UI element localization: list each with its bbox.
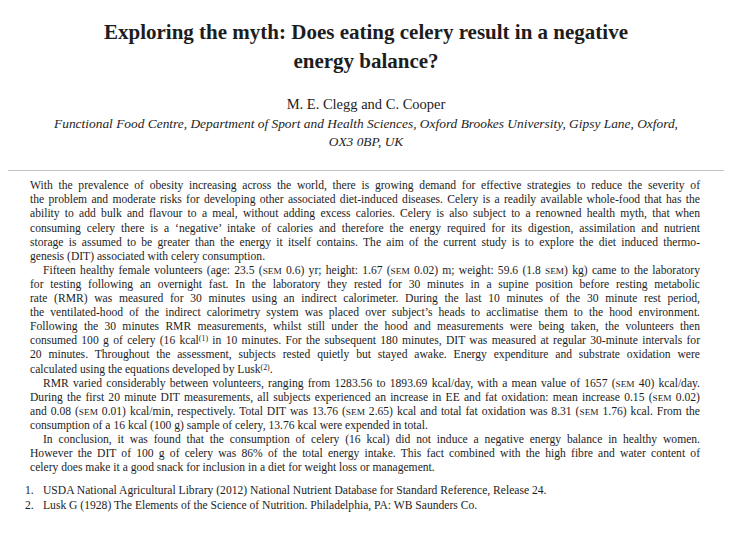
paper-affiliation: Functional Food Centre, Department of Sp… xyxy=(44,115,689,151)
paper-title: Exploring the myth: Does eating celery r… xyxy=(82,18,650,75)
reference-list: 1.USDA National Agricultural Library (20… xyxy=(25,483,702,513)
reference-number: 2. xyxy=(25,498,43,513)
reference-text: USDA National Agricultural Library (2012… xyxy=(43,483,702,498)
abstract-paragraph: Fifteen healthy female volunteers (age: … xyxy=(30,264,700,377)
abstract-line: and 0.08 (SEM 0.01) kcal/min, respective… xyxy=(30,405,700,419)
abstract-paragraph: RMR varied considerably between voluntee… xyxy=(30,377,700,433)
abstract-line: consuming celery there is a ‘negative’ i… xyxy=(30,222,700,236)
abstract-line: Fifteen healthy female volunteers (age: … xyxy=(30,264,700,278)
abstract-line: In conclusion, it was found that the con… xyxy=(30,433,700,447)
reference-item: 2.Lusk G (1928) The Elements of the Scie… xyxy=(25,498,702,513)
reference-number: 1. xyxy=(25,483,43,498)
header-divider xyxy=(8,170,724,171)
abstract-line: RMR varied considerably between voluntee… xyxy=(30,377,700,391)
abstract-line: the ventilated-hood of the indirect calo… xyxy=(30,306,700,320)
abstract-line: calculated using the equations developed… xyxy=(30,363,700,377)
abstract-line: During the first 20 minute DIT measureme… xyxy=(30,391,700,405)
abstract-line: consumed 100 g of celery (16 kcal(1) in … xyxy=(30,334,700,348)
abstract-line: Following the 30 minutes RMR measurement… xyxy=(30,320,700,334)
abstract-line: consumption of a 16 kcal (100 g) sample … xyxy=(30,419,700,433)
abstract-line: for testing following an overnight fast.… xyxy=(30,278,700,292)
paper-page: Exploring the myth: Does eating celery r… xyxy=(0,18,732,545)
abstract-line: the problem and moderate risks for devel… xyxy=(30,193,700,207)
abstract-line: However the DIT of 100 g of celery was 8… xyxy=(30,447,700,461)
abstract-line: rate (RMR) was measured for 30 minutes u… xyxy=(30,292,700,306)
abstract-line: ability to add bulk and flavour to a mea… xyxy=(30,207,700,221)
abstract-body: With the prevalence of obesity increasin… xyxy=(30,179,700,475)
abstract-paragraph: With the prevalence of obesity increasin… xyxy=(30,179,700,264)
abstract-paragraph: In conclusion, it was found that the con… xyxy=(30,433,700,475)
abstract-line: genesis (DIT) associated with celery con… xyxy=(30,250,700,264)
reference-text: Lusk G (1928) The Elements of the Scienc… xyxy=(43,498,702,513)
paper-authors: M. E. Clegg and C. Cooper xyxy=(0,96,732,113)
abstract-line: With the prevalence of obesity increasin… xyxy=(30,179,700,193)
abstract-line: 20 minutes. Throughout the assessment, s… xyxy=(30,348,700,362)
reference-item: 1.USDA National Agricultural Library (20… xyxy=(25,483,702,498)
abstract-line: celery does make it a good snack for inc… xyxy=(30,461,700,475)
abstract-line: storage is assumed to be greater than th… xyxy=(30,236,700,250)
